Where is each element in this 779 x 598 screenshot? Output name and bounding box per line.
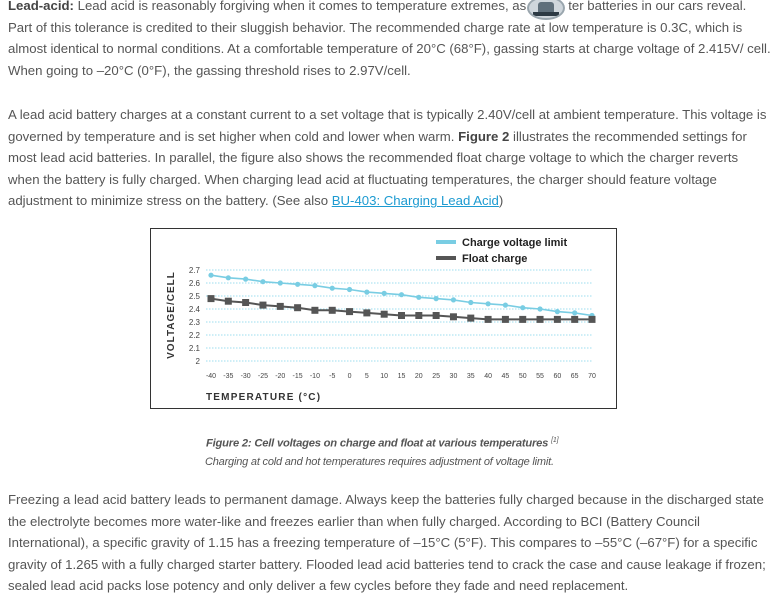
float-point [363,309,371,317]
charge-point [572,310,578,316]
voltage-temperature-figure: 2 2.1 2.2 2.3 2.4 2.5 2.6 2.7 -40 -35 -30 -25 -20 -15… [150,228,617,409]
y-tick-label: 2.2 [189,331,201,340]
x-tick-label: 0 [348,373,352,380]
voltage-chart: 2 2.1 2.2 2.3 2.4 2.5 2.6 2.7 -40 -35 -30 -25 -20 -15… [166,237,596,403]
caption-reference[interactable]: [1] [551,437,559,444]
figure-caption: Figure 2: Cell voltages on charge and fl… [206,437,559,450]
float-point [501,315,509,323]
x-tick-label: 30 [450,373,458,380]
y-tick-label: 2.6 [189,279,201,288]
charge-point [468,299,474,306]
x-tick-label: 50 [519,373,527,380]
float-point [328,306,336,314]
float-point [259,301,267,309]
charge-point [294,281,301,287]
float-point [415,312,423,319]
float-point [311,306,319,314]
float-point [449,313,457,321]
x-tick-label: 25 [432,373,440,380]
figure-subcaption: Charging at cold and hot temperatures re… [205,456,554,468]
charge-point [433,296,439,302]
paragraph-text: ) [498,193,504,209]
charge-point [450,297,457,303]
charge-point [520,305,526,311]
float-point [398,312,405,319]
x-tick-label: -35 [223,373,233,380]
charge-point [485,301,491,307]
charge-point [537,306,543,312]
charge-point [346,286,353,293]
legend-swatch [436,256,456,260]
legend-label: Float charge [462,253,527,265]
charge-point [329,285,335,291]
paragraph-text: illustrates the recommended settings for… [8,128,747,209]
x-tick-label: -15 [293,373,303,380]
x-tick-label: 5 [365,373,369,380]
y-tick-label: 2 [196,357,201,366]
x-tick-label: 60 [553,373,561,380]
x-tick-label: 45 [502,373,510,380]
y-tick-label: 2.1 [189,344,201,353]
float-point [588,315,596,323]
charge-point [502,302,509,308]
charge-point [243,276,249,282]
x-tick-label: 40 [484,373,492,380]
float-point [536,315,544,323]
paragraph-charging: A lead acid battery charges at a constan… [8,104,773,212]
float-point [467,314,475,322]
paragraph-text: ter batteries in our cars reveal. Part o… [8,0,771,78]
charge-point [260,279,266,285]
x-tick-label: 35 [467,373,475,380]
paragraph-text: Lead acid is reasonably forgiving when i… [73,0,527,13]
x-tick-label: 70 [588,373,596,380]
y-tick-label: 2.7 [189,266,201,275]
paragraph-lead-acid: Lead-acid: Lead acid is reasonably forgi… [8,0,773,81]
float-point [432,312,440,319]
float-point [294,304,302,312]
charge-point [364,289,370,295]
x-tick-label: -10 [310,373,320,380]
bu-403-link[interactable]: BU-403: Charging Lead Acid [331,193,499,209]
x-tick-label: 10 [380,373,388,380]
figure-reference: Figure 2 [458,128,510,144]
y-tick-label: 2.4 [189,305,201,314]
charge-point [554,309,560,315]
charge-point [398,292,405,298]
charge-point [312,283,318,289]
y-tick-label: 2.5 [189,292,201,301]
charge-point [277,280,283,286]
float-point [242,299,250,306]
float-point [346,308,354,316]
charge-point [225,275,231,281]
x-tick-label: -30 [241,373,251,380]
paragraph-text: A lead acid battery charges at a constan… [8,107,767,144]
float-point [224,297,232,305]
x-tick-label: 55 [536,373,544,380]
x-tick-label: 20 [415,373,423,380]
float-point [519,315,527,323]
x-tick-label: -5 [329,373,335,380]
x-tick-label: -40 [206,373,216,380]
x-tick-label: 65 [571,373,579,380]
y-tick-label: 2.3 [189,318,201,327]
x-tick-label: -20 [275,373,285,380]
charge-point [416,294,422,300]
x-tick-label: -25 [258,373,268,380]
float-point [571,315,579,323]
x-axis-label: TEMPERATURE (°C) [206,392,321,403]
y-axis-label: VOLTAGE/CELL [166,271,177,359]
float-point [484,315,492,323]
charge-point [381,290,387,296]
legend-swatch [436,240,456,244]
x-tick-label: 15 [398,373,406,380]
lead-acid-label: Lead-acid: [8,0,74,13]
float-point [276,302,284,310]
battery-avatar-icon [527,0,565,20]
charge-point [208,272,214,278]
float-point [553,315,561,323]
float-point [207,295,215,303]
legend-label: Charge voltage limit [462,237,567,249]
float-point [380,310,388,318]
paragraph-freezing: Freezing a lead acid battery leads to pe… [8,492,766,594]
